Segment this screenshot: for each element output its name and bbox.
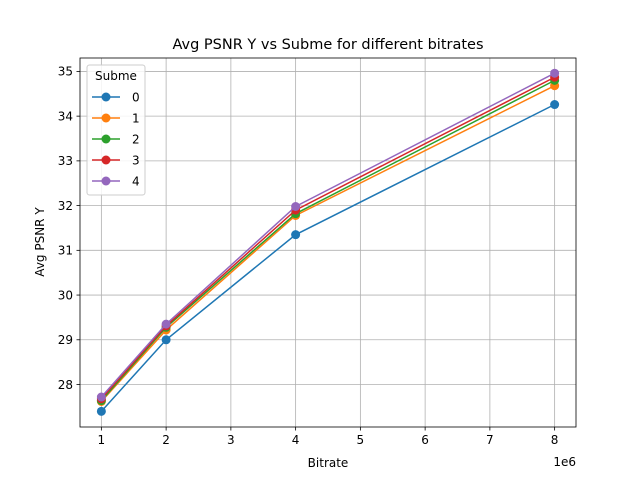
series-line-3: [101, 77, 554, 399]
series-point-4: [291, 202, 300, 211]
legend-marker-0: [102, 93, 111, 102]
y-tick-label: 29: [58, 333, 73, 347]
series-point-4: [162, 320, 171, 329]
x-tick-label: 3: [227, 433, 235, 447]
x-tick-label: 6: [421, 433, 429, 447]
x-tick-label: 8: [551, 433, 559, 447]
series-point-0: [162, 335, 171, 344]
y-tick-label: 35: [58, 65, 73, 79]
legend-title: Subme: [95, 69, 137, 83]
legend-label-4: 4: [132, 174, 140, 188]
chart-title: Avg PSNR Y vs Subme for different bitrat…: [172, 37, 483, 53]
legend-marker-1: [102, 114, 111, 123]
y-tick-label: 28: [58, 378, 73, 392]
legend-marker-3: [102, 156, 111, 165]
series-line-4: [101, 73, 554, 397]
grid-layer: [80, 58, 576, 427]
plot-frame: [80, 58, 576, 427]
legend-label-2: 2: [132, 132, 140, 146]
series-point-4: [550, 69, 559, 78]
legend-label-3: 3: [132, 153, 140, 167]
series-line-1: [101, 86, 554, 402]
series-point-4: [97, 393, 106, 402]
legend-marker-2: [102, 135, 111, 144]
x-axis-offset-label: 1e6: [553, 455, 576, 469]
y-tick-label: 31: [58, 244, 73, 258]
series-point-0: [97, 407, 106, 416]
y-tick-label: 33: [58, 154, 73, 168]
series-line-2: [101, 80, 554, 400]
series-point-0: [291, 230, 300, 239]
x-tick-label: 5: [357, 433, 365, 447]
series-line-0: [101, 105, 554, 412]
legend-label-1: 1: [132, 111, 140, 125]
x-tick-label: 1: [98, 433, 106, 447]
x-tick-label: 2: [162, 433, 170, 447]
x-axis-label: Bitrate: [308, 456, 349, 470]
y-tick-label: 32: [58, 199, 73, 213]
y-tick-label: 34: [58, 109, 73, 123]
y-tick-label: 30: [58, 288, 73, 302]
series-point-0: [550, 100, 559, 109]
y-axis-label: Avg PSNR Y: [33, 207, 47, 277]
legend-marker-4: [102, 177, 111, 186]
legend-label-0: 0: [132, 90, 140, 104]
legend: Subme 0 1 2 3 4: [87, 65, 145, 195]
x-tick-label: 4: [292, 433, 300, 447]
x-tick-label: 7: [486, 433, 494, 447]
